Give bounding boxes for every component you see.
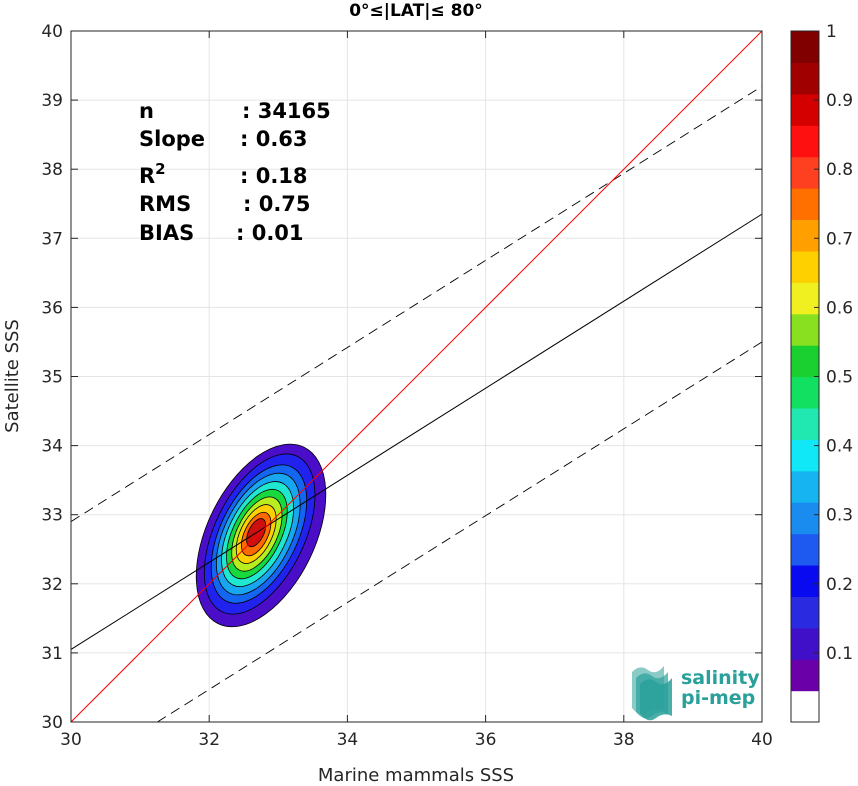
x-tick-label: 32: [198, 730, 220, 750]
y-tick-label: 39: [41, 91, 63, 111]
colorbar-cell: [791, 470, 819, 503]
plot-area: 30 32 34 36 38 40 30 31 32 33 34 35 36 37 38 39 40: [41, 22, 772, 750]
colorbar-cell: [791, 188, 819, 221]
colorbar-tick-label: 0.6: [826, 298, 853, 318]
logo-line-2: pi-mep: [681, 687, 755, 709]
salinity-pimep-logo: salinity pi-mep: [632, 666, 760, 721]
colorbar-cell: [791, 345, 819, 378]
colorbar: 0.1 0.2 0.3 0.4 0.5 0.6 0.7 0.8 0.9 1: [790, 22, 853, 723]
y-tick-label: 37: [41, 229, 63, 249]
colorbar-cell: [791, 596, 819, 629]
colorbar-cell: [791, 439, 819, 472]
colorbar-cell: [791, 125, 819, 158]
x-tick-label: 40: [751, 730, 773, 750]
stat-key-superscript: 2: [155, 160, 165, 178]
colorbar-cell: [791, 659, 819, 692]
one-to-one-line: [70, 30, 763, 723]
stat-value: : 0.18: [240, 164, 308, 188]
y-tick-label: 33: [41, 506, 63, 526]
stat-value: : 0.63: [240, 127, 308, 151]
wave-logo-icon: [632, 666, 672, 721]
colorbar-tick-label: 0.8: [826, 160, 853, 180]
colorbar-cell: [791, 282, 819, 315]
reference-lines: [70, 30, 763, 723]
colorbar-tick-label: 0.5: [826, 368, 853, 388]
colorbar-cell: [791, 156, 819, 189]
colorbar-cell: [791, 62, 819, 95]
stat-key: n: [139, 99, 154, 123]
colorbar-cell: [791, 250, 819, 283]
colorbar-cell: [791, 564, 819, 597]
colorbar-tick-label: 1: [826, 22, 837, 42]
y-tick-label: 35: [41, 368, 63, 388]
colorbar-cell: [791, 627, 819, 660]
colorbar-tick-label: 0.2: [826, 575, 853, 595]
x-axis-label: Marine mammals SSS: [318, 765, 514, 786]
colorbar-tick-label: 0.3: [826, 506, 853, 526]
colorbar-tick-label: 0.4: [826, 437, 853, 457]
regression-line: [70, 213, 763, 650]
colorbar-cells: [791, 31, 819, 723]
logo-line-1: salinity: [681, 667, 760, 689]
y-axis-label: Satellite SSS: [2, 319, 23, 433]
colorbar-tick-label: 0.9: [826, 91, 853, 111]
colorbar-cell: [791, 407, 819, 440]
colorbar-cell: [791, 31, 819, 64]
x-tick-label: 38: [613, 730, 635, 750]
axis-ticks: 30 32 34 36 38 40 30 31 32 33 34 35 36 37 38 39 40: [41, 22, 772, 750]
y-tick-label: 38: [41, 160, 63, 180]
stat-value: : 34165: [242, 99, 331, 123]
y-tick-label: 40: [41, 22, 63, 42]
stat-key: RMS: [139, 192, 191, 216]
x-tick-label: 34: [337, 730, 359, 750]
y-tick-label: 36: [41, 298, 63, 318]
colorbar-tick-label: 0.1: [826, 644, 853, 664]
colorbar-ticks: 0.1 0.2 0.3 0.4 0.5 0.6 0.7 0.8 0.9 1: [814, 22, 853, 664]
x-tick-label: 36: [475, 730, 497, 750]
colorbar-cell: [791, 93, 819, 126]
stat-key: Slope: [139, 127, 205, 151]
colorbar-cell: [791, 690, 819, 723]
chart-title: 0°≤|LAT|≤ 80°: [349, 1, 483, 21]
colorbar-cell: [791, 502, 819, 535]
colorbar-cell: [791, 313, 819, 346]
y-tick-label: 32: [41, 575, 63, 595]
x-tick-label: 30: [60, 730, 82, 750]
lower-bound-line: [157, 341, 763, 723]
y-tick-label: 30: [41, 713, 63, 733]
stat-value: : 0.01: [236, 221, 304, 245]
colorbar-cell: [791, 376, 819, 409]
upper-bound-line: [70, 85, 763, 522]
stat-key: BIAS: [139, 221, 194, 245]
stat-value: : 0.75: [243, 192, 311, 216]
grid: [70, 30, 763, 723]
colorbar-cell: [791, 219, 819, 252]
colorbar-cell: [791, 533, 819, 566]
y-tick-label: 34: [41, 437, 63, 457]
colorbar-tick-label: 0.7: [826, 229, 853, 249]
y-tick-label: 31: [41, 644, 63, 664]
